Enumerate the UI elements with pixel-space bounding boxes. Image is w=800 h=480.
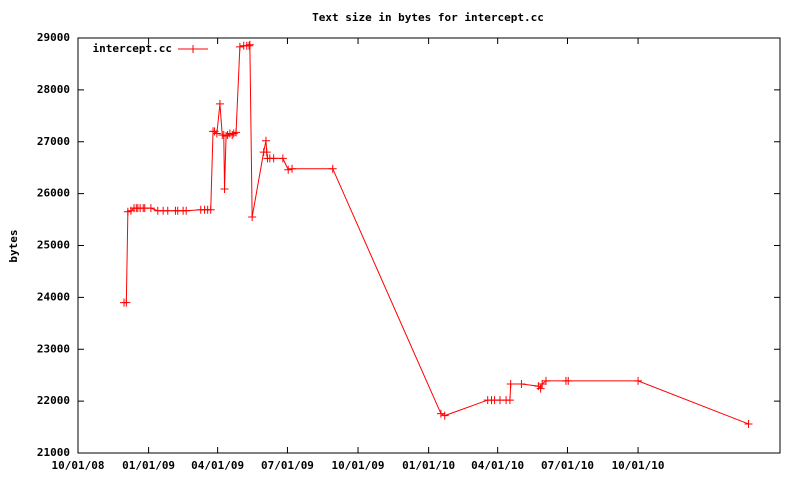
data-point: [245, 41, 254, 50]
data-point: [232, 128, 241, 137]
data-point: [542, 376, 550, 385]
data-point: [248, 212, 257, 221]
y-tick-label: 26000: [37, 187, 70, 200]
data-point: [215, 99, 224, 108]
data-point: [517, 380, 526, 389]
data-point: [634, 376, 643, 385]
x-tick-label: 04/01/10: [471, 459, 524, 472]
x-tick-label: 07/01/09: [261, 459, 314, 472]
legend-label: intercept.cc: [93, 42, 172, 55]
data-point: [235, 42, 244, 51]
x-tick-label: 10/01/10: [612, 459, 665, 472]
x-tick-label: 07/01/10: [541, 459, 594, 472]
y-tick-label: 23000: [37, 342, 70, 355]
data-point: [506, 380, 515, 389]
data-point: [744, 419, 753, 428]
data-point: [505, 396, 514, 405]
data-line: [124, 43, 749, 425]
data-point: [536, 384, 545, 393]
y-tick-label: 24000: [37, 290, 70, 303]
y-tick-label: 21000: [37, 446, 70, 459]
chart-title: Text size in bytes for intercept.cc: [312, 11, 544, 24]
data-point: [146, 204, 155, 213]
data-point: [245, 40, 254, 49]
data-point: [261, 136, 270, 145]
y-tick-label: 29000: [37, 31, 70, 44]
y-tick-label: 27000: [37, 135, 70, 148]
data-point: [182, 206, 191, 215]
data-point: [262, 148, 271, 157]
x-tick-label: 10/01/08: [52, 459, 105, 472]
data-point: [436, 409, 445, 418]
data-point: [328, 164, 337, 173]
data-point: [284, 165, 293, 174]
data-point: [220, 184, 229, 193]
y-tick-label: 25000: [37, 239, 70, 252]
data-point: [288, 164, 297, 173]
data-point: [440, 411, 449, 420]
data-point: [212, 129, 221, 138]
y-tick-label: 22000: [37, 394, 70, 407]
data-point: [269, 154, 278, 163]
x-tick-label: 10/01/09: [332, 459, 385, 472]
data-point: [163, 206, 172, 215]
y-axis-label: bytes: [7, 229, 20, 262]
plot-frame: [77, 37, 781, 454]
y-tick-label: 28000: [37, 83, 70, 96]
x-tick-label: 04/01/09: [191, 459, 244, 472]
x-tick-label: 01/01/09: [122, 459, 175, 472]
legend-marker: [189, 45, 197, 53]
data-point: [564, 376, 573, 385]
data-point: [206, 205, 215, 214]
x-tick-label: 01/01/10: [402, 459, 455, 472]
data-point: [122, 298, 131, 307]
data-point: [278, 154, 287, 163]
